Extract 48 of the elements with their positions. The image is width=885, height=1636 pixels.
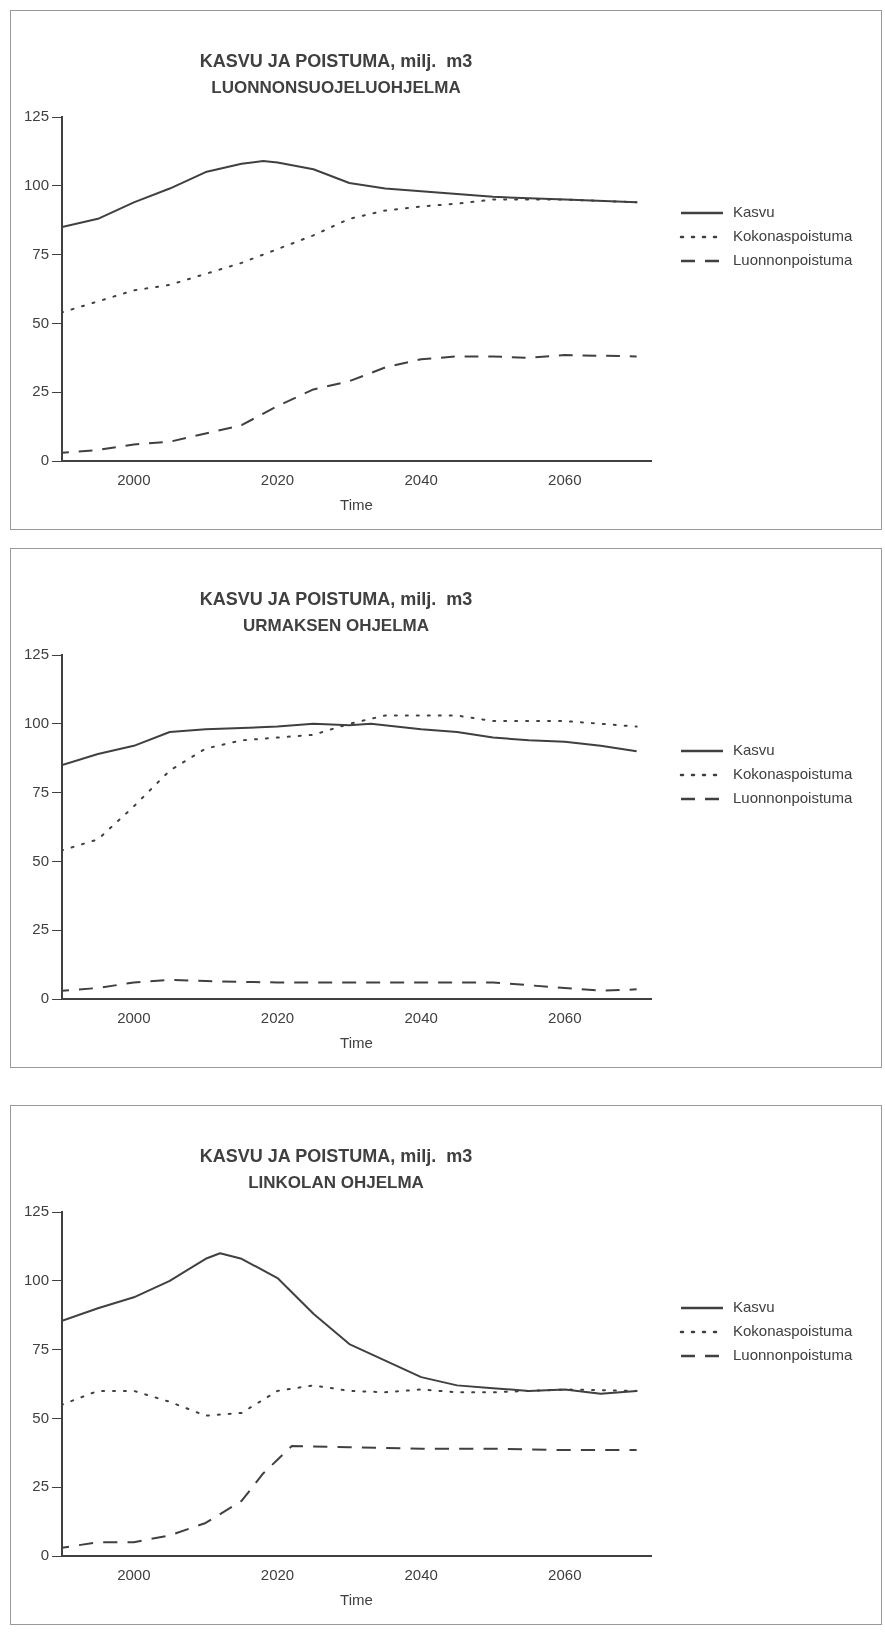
chart-title: KASVU JA POISTUMA, milj. m3 <box>199 50 473 71</box>
x-tick-label: 2040 <box>404 471 438 489</box>
y-tick-label: 50 <box>32 851 50 869</box>
x-tick-label: 2000 <box>117 1566 151 1584</box>
y-tick-label: 75 <box>32 782 50 800</box>
y-tick-label: 100 <box>24 1270 50 1288</box>
legend-label: Luonnonpoistuma <box>733 1346 853 1364</box>
x-axis-title: Time <box>340 496 373 514</box>
legend-label: Kokonaspoistuma <box>733 227 853 245</box>
y-tick-label: 50 <box>32 313 50 331</box>
x-tick-label: 2040 <box>404 1009 438 1027</box>
x-tick-label: 2060 <box>548 1566 582 1584</box>
y-tick-label: 0 <box>40 1546 50 1564</box>
x-tick-label: 2040 <box>404 1566 438 1584</box>
y-tick-label: 100 <box>24 175 50 193</box>
chart-subtitle: LINKOLAN OHJELMA <box>248 1173 424 1193</box>
y-tick-label: 0 <box>40 451 50 469</box>
x-tick-label: 2000 <box>117 471 151 489</box>
y-tick-label: 0 <box>40 989 50 1007</box>
y-tick-label: 25 <box>32 1477 50 1495</box>
legend-label: Kokonaspoistuma <box>733 1322 853 1340</box>
legend-label: Luonnonpoistuma <box>733 789 853 807</box>
chart-subtitle: LUONNONSUOJELUOHJELMA <box>211 78 461 98</box>
chart-title: KASVU JA POISTUMA, milj. m3 <box>199 588 473 609</box>
y-tick-label: 25 <box>32 920 50 938</box>
x-tick-label: 2060 <box>548 1009 582 1027</box>
y-tick-label: 125 <box>24 107 50 125</box>
y-tick-label: 75 <box>32 244 50 262</box>
y-tick-label: 75 <box>32 1339 50 1357</box>
x-tick-label: 2020 <box>260 1009 295 1027</box>
legend-label: Luonnonpoistuma <box>733 251 853 269</box>
y-tick-label: 125 <box>24 1202 50 1220</box>
x-tick-label: 2020 <box>260 1566 295 1584</box>
legend-label: Kasvu <box>733 1298 775 1316</box>
x-axis-title: Time <box>340 1591 373 1609</box>
legend-label: Kokonaspoistuma <box>733 765 853 783</box>
legend-label: Kasvu <box>733 741 775 759</box>
x-tick-label: 2000 <box>117 1009 151 1027</box>
y-tick-label: 25 <box>32 382 50 400</box>
chart-subtitle: URMAKSEN OHJELMA <box>242 616 430 636</box>
y-tick-label: 50 <box>32 1408 50 1426</box>
y-tick-label: 125 <box>24 645 50 663</box>
x-axis-title: Time <box>340 1034 373 1052</box>
chart-title: KASVU JA POISTUMA, milj. m3 <box>199 1145 473 1166</box>
y-tick-label: 100 <box>24 713 50 731</box>
x-tick-label: 2020 <box>260 471 295 489</box>
x-tick-label: 2060 <box>548 471 582 489</box>
legend-label: Kasvu <box>733 203 775 221</box>
